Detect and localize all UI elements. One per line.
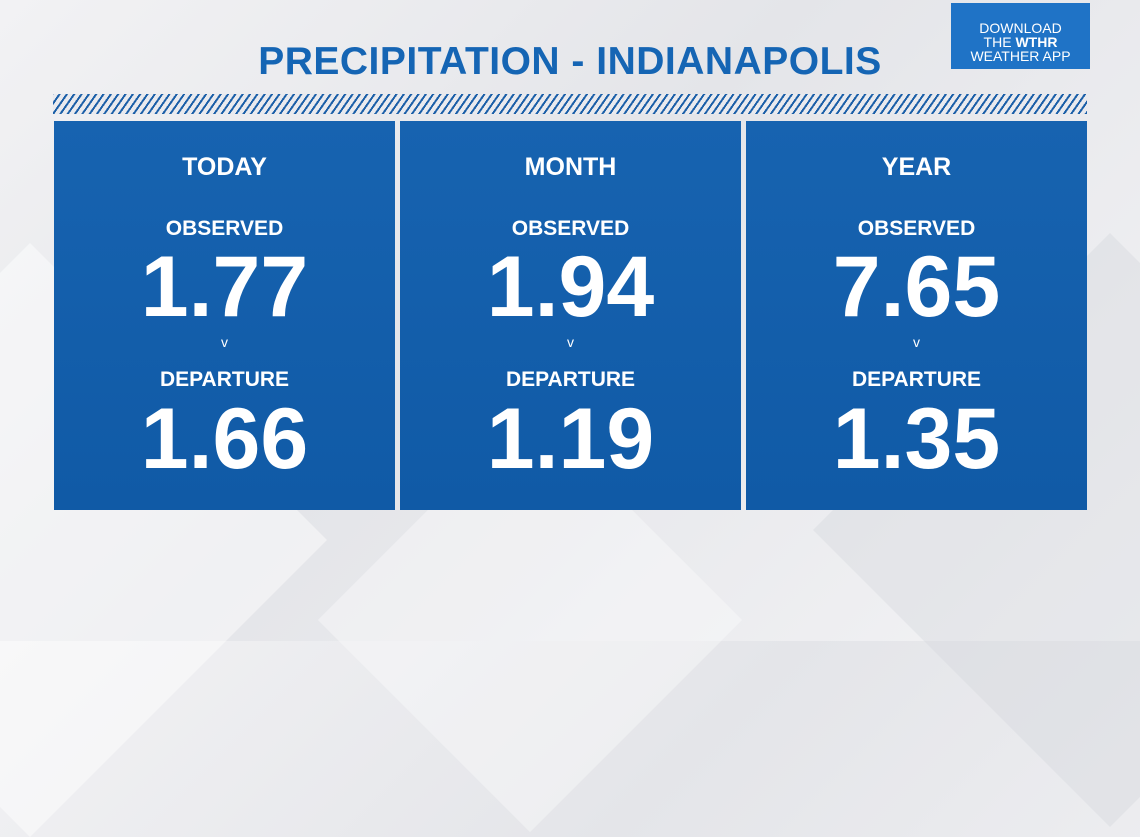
versus-separator: v (221, 334, 228, 350)
badge-line-weather-app: WEATHER APP (970, 48, 1071, 64)
panel-year: YEAR OBSERVED 7.65 v DEPARTURE 1.35 (746, 121, 1087, 510)
observed-label: OBSERVED (857, 217, 976, 240)
observed-label: OBSERVED (511, 217, 630, 240)
observed-value: 1.77 (140, 239, 309, 335)
versus-separator: v (567, 334, 574, 350)
panel-period-label: MONTH (524, 153, 617, 181)
download-app-badge[interactable]: DOWNLOAD THE WTHR WEATHER APP (951, 3, 1090, 69)
departure-label: DEPARTURE (851, 368, 982, 391)
panel-today: TODAY OBSERVED 1.77 v DEPARTURE 1.66 (54, 121, 395, 510)
panel-month: MONTH OBSERVED 1.94 v DEPARTURE 1.19 (400, 121, 741, 510)
badge-brand-text: WTHR (1015, 34, 1058, 50)
page-title: PRECIPITATION - INDIANAPOLIS (258, 40, 882, 83)
panel-period-label: YEAR (881, 153, 952, 181)
panel-period-label: TODAY (182, 153, 267, 181)
departure-label: DEPARTURE (505, 368, 636, 391)
versus-separator: v (913, 334, 920, 350)
observed-label: OBSERVED (165, 217, 284, 240)
badge-the-text: THE (983, 34, 1016, 50)
badge-line-brand: THE WTHR (951, 35, 1090, 49)
departure-value: 1.66 (140, 391, 309, 487)
departure-value: 1.35 (832, 391, 1001, 487)
observed-value: 1.94 (486, 239, 655, 335)
decorative-stripe-bar (53, 94, 1087, 114)
observed-value: 7.65 (832, 239, 1001, 335)
badge-line-download: DOWNLOAD (979, 20, 1062, 36)
departure-label: DEPARTURE (159, 368, 290, 391)
departure-value: 1.19 (486, 391, 655, 487)
